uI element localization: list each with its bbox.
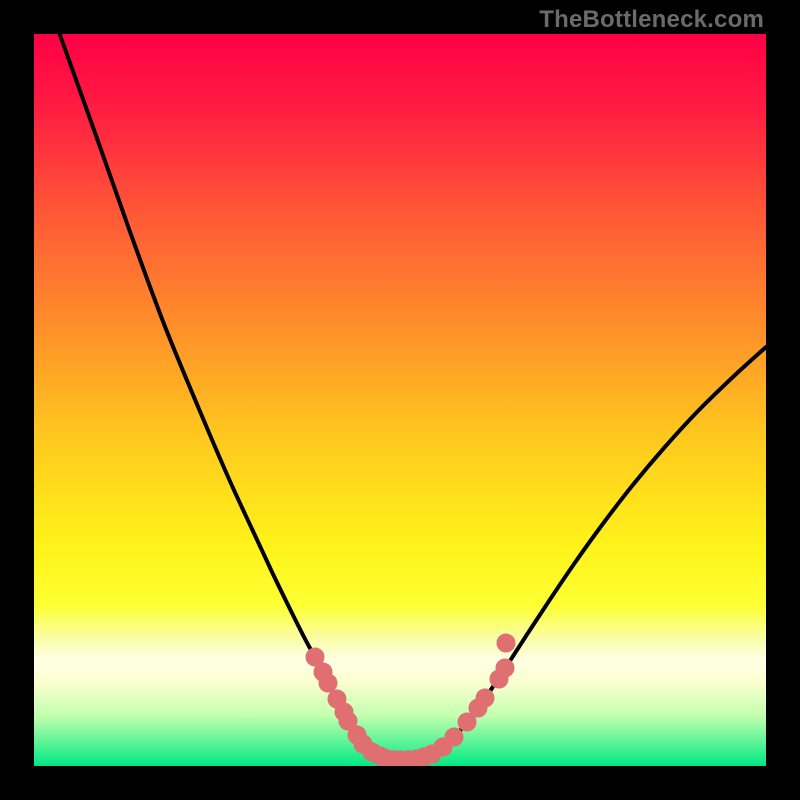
marker-dot bbox=[319, 674, 337, 692]
chart-overlay bbox=[34, 34, 766, 766]
attribution-label: TheBottleneck.com bbox=[539, 6, 764, 34]
marker-dot bbox=[497, 634, 515, 652]
plot-area bbox=[34, 34, 766, 766]
marker-dot bbox=[496, 659, 514, 677]
v-curve bbox=[56, 34, 766, 760]
curve-markers bbox=[306, 634, 515, 766]
marker-dot bbox=[445, 728, 463, 746]
outer-frame: TheBottleneck.com bbox=[0, 0, 800, 800]
marker-dot bbox=[476, 689, 494, 707]
